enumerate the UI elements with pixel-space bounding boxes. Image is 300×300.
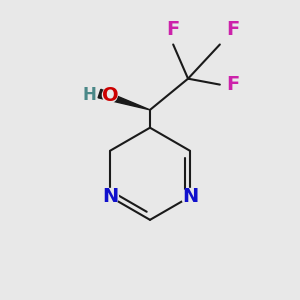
Circle shape: [102, 88, 117, 102]
Text: F: F: [226, 20, 239, 38]
Text: O: O: [102, 85, 118, 104]
Text: H: H: [82, 86, 96, 104]
Circle shape: [182, 188, 198, 205]
Text: F: F: [167, 20, 180, 38]
Text: F: F: [226, 75, 239, 94]
Circle shape: [102, 188, 118, 205]
Polygon shape: [98, 89, 150, 110]
Text: N: N: [182, 187, 198, 206]
Text: N: N: [102, 187, 118, 206]
